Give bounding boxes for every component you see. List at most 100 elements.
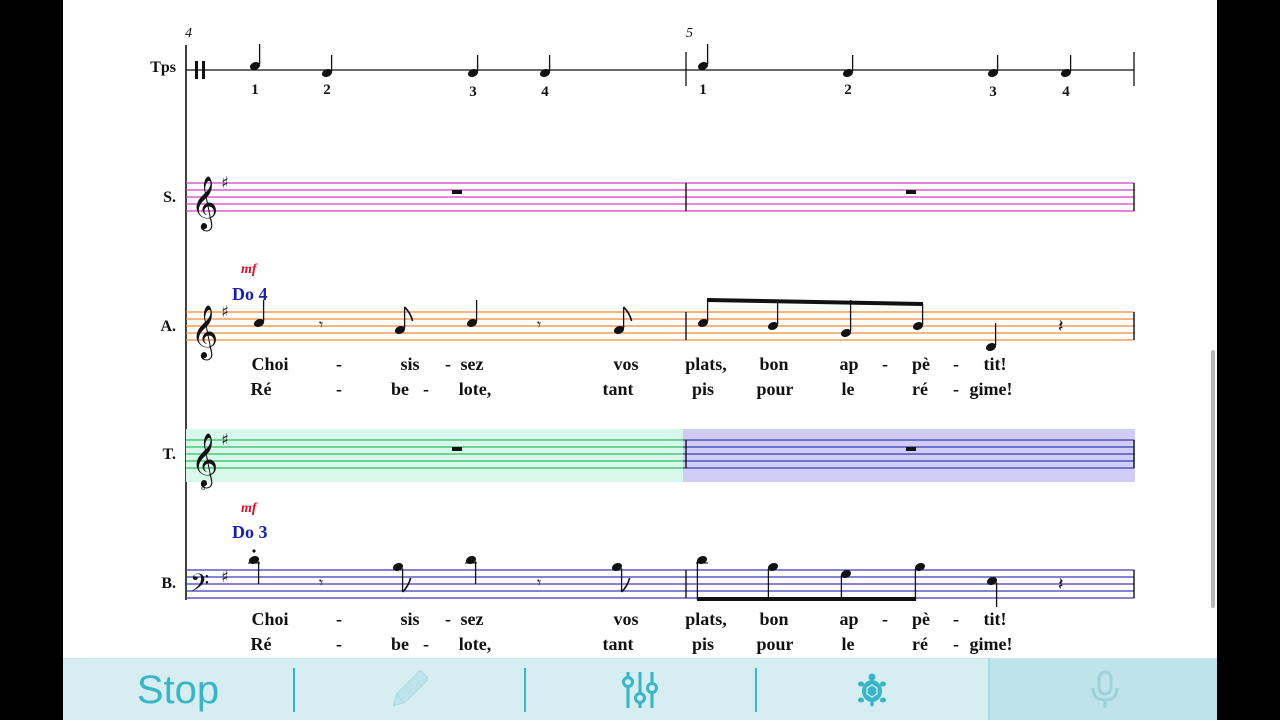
svg-text:8: 8 [201,482,206,492]
treble-clef-icon: 𝄞 [191,432,218,488]
lyric-syllable: bon [759,354,789,374]
score-canvas: 𝄞 ♯ 𝄞 ♯ 𝄾 𝄾 𝄽 [185,44,1135,607]
svg-text:𝄽: 𝄽 [1058,574,1064,595]
lyric-syllable: ap [839,354,859,374]
staff-label-bass: B. [161,575,176,592]
beat-number: 3 [469,84,477,100]
whole-rest [452,190,462,194]
lyric-syllable: le [841,379,855,399]
lyric-syllable: - [423,634,429,654]
whole-rest [906,447,916,451]
svg-text:𝄾: 𝄾 [537,573,541,592]
lyric-syllable: - [882,354,888,374]
alto-staff [186,311,1134,341]
lyric-syllable: sis [400,354,420,374]
bass-clef-icon: 𝄢 [190,569,209,604]
lyric-syllable: plats, [685,609,727,629]
alto-dynamic-mark: mf [241,262,257,277]
lyric-syllable: sis [400,609,420,629]
turtle-icon [858,673,886,707]
svg-text:𝄽: 𝄽 [1058,316,1064,337]
staff-label-tenor: T. [162,446,176,463]
lyric-syllable: lote, [458,379,492,399]
treble-clef-icon: 𝄞 [191,304,218,360]
lyric-syllable: be [391,379,409,399]
svg-text:𝄾: 𝄾 [319,315,323,334]
staff-label-soprano: S. [163,189,176,206]
lyric-syllable: pè [912,354,930,374]
lyric-syllable: tant [602,634,634,654]
measure-number-4: 4 [185,26,192,41]
toolbar-divider [293,668,295,712]
sliders-icon [622,672,658,708]
bass-staff [186,569,1134,599]
lyric-syllable: Choi [251,609,289,629]
lyric-syllable: sez [460,354,484,374]
tps-staff [186,52,1135,86]
microphone-icon [1091,670,1118,708]
beat-number: 2 [323,82,331,98]
staff-label-tps: Tps [150,59,176,76]
staff-label-alto: A. [160,318,176,335]
bottom-toolbar: Stop [63,658,1217,720]
lyric-syllable: tit! [983,609,1007,629]
lyric-syllable: Ré [250,379,272,399]
beat-number: 2 [844,82,852,98]
key-signature-sharp: ♯ [221,173,229,192]
svg-text:𝄾: 𝄾 [537,315,541,334]
lyric-syllable: - [336,354,342,374]
lyric-syllable: sez [460,609,484,629]
key-signature-sharp: ♯ [221,567,229,586]
bass-notes: 𝄾 𝄾 𝄽 [247,549,1064,607]
lyric-syllable: pis [691,634,715,654]
voice-button[interactable] [988,659,1217,720]
lyric-syllable: - [882,609,888,629]
beat-number: 4 [541,84,549,100]
lyric-syllable: - [336,379,342,399]
lyric-syllable: - [336,634,342,654]
lyric-syllable: pour [756,379,794,399]
vertical-scrollbar[interactable] [1211,350,1215,608]
lyric-syllable: vos [613,354,639,374]
lyric-syllable: vos [613,609,639,629]
lyric-syllable: - [445,609,451,629]
lyric-syllable: pis [691,379,715,399]
lyric-syllable: pour [756,634,794,654]
edit-button[interactable] [295,659,523,720]
key-signature-sharp: ♯ [221,430,229,449]
tempo-button[interactable] [757,659,987,720]
lyric-syllable: - [953,379,959,399]
tenor-measure-4-highlight [186,429,683,482]
lyric-syllable: Choi [251,354,289,374]
lyric-syllable: gime! [969,634,1013,654]
bass-pitch-label: Do 3 [232,522,268,542]
mixer-button[interactable] [526,659,754,720]
stop-label: Stop [136,667,220,712]
lyric-syllable: be [391,634,409,654]
lyric-syllable: - [336,609,342,629]
beat-number: 3 [989,84,997,100]
lyric-syllable: ré [912,634,928,654]
beat-number: 1 [251,82,259,98]
lyric-syllable: tit! [983,354,1007,374]
alto-notes: 𝄾 𝄾 𝄽 [252,298,1064,353]
bass-dynamic-mark: mf [241,501,257,516]
svg-text:𝄾: 𝄾 [319,573,323,592]
lyric-syllable: tant [602,379,634,399]
toolbar-divider [755,668,757,712]
tps-notes [248,44,1073,79]
whole-rest [906,190,916,194]
score-page: 𝄞 ♯ 𝄞 ♯ 𝄾 𝄾 𝄽 [63,0,1217,720]
lyric-syllable: - [953,634,959,654]
lyric-syllable: lote, [458,634,492,654]
lyric-syllable: ré [912,379,928,399]
stop-button[interactable]: Stop [63,659,293,720]
alto-pitch-label: Do 4 [232,284,268,304]
lyric-syllable: Ré [250,634,272,654]
lyric-syllable: - [445,354,451,374]
lyric-syllable: - [953,354,959,374]
key-signature-sharp: ♯ [221,302,229,321]
lyric-syllable: ap [839,609,859,629]
soprano-staff [186,182,1134,212]
whole-rest [452,447,462,451]
